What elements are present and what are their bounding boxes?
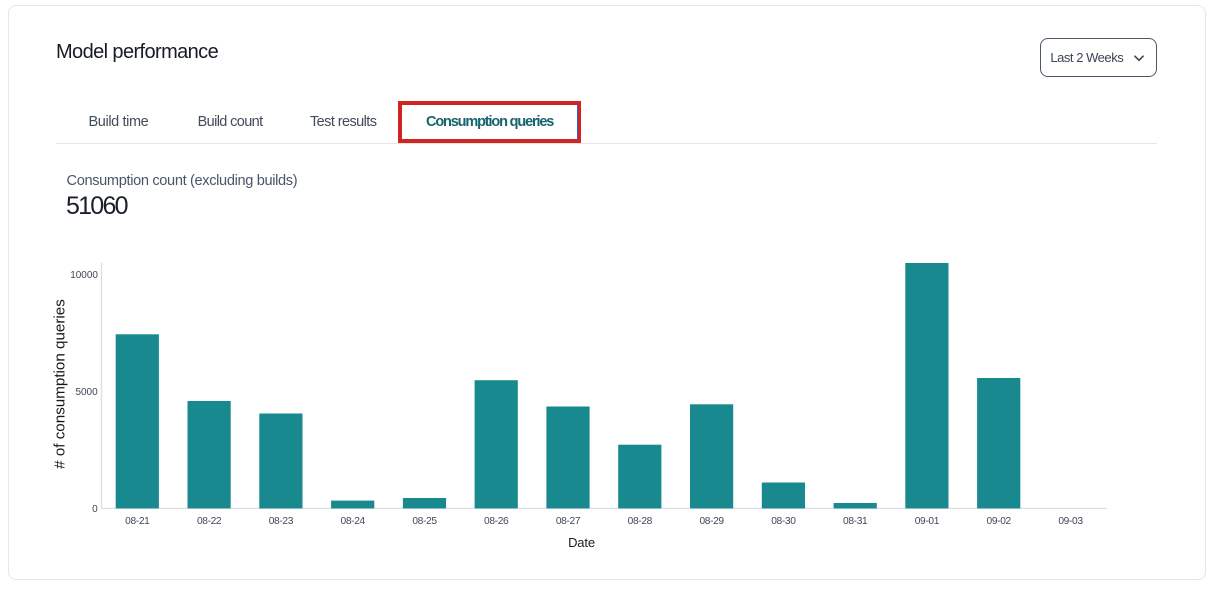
- svg-text:08-26: 08-26: [484, 516, 509, 527]
- svg-text:08-25: 08-25: [412, 516, 437, 527]
- svg-text:08-24: 08-24: [341, 516, 366, 527]
- svg-text:08-21: 08-21: [125, 516, 150, 527]
- svg-text:08-22: 08-22: [197, 516, 222, 527]
- svg-text:Date: Date: [568, 535, 595, 550]
- svg-text:08-30: 08-30: [771, 516, 796, 527]
- svg-text:09-03: 09-03: [1058, 516, 1083, 527]
- svg-text:08-29: 08-29: [699, 516, 724, 527]
- svg-text:08-31: 08-31: [843, 516, 868, 527]
- svg-text:09-01: 09-01: [915, 516, 940, 527]
- svg-text:# of consumption queries: # of consumption queries: [52, 299, 69, 469]
- svg-text:08-27: 08-27: [556, 516, 581, 527]
- svg-text:0: 0: [92, 504, 98, 515]
- svg-text:10000: 10000: [70, 270, 98, 281]
- svg-text:5000: 5000: [75, 387, 98, 398]
- svg-text:08-28: 08-28: [628, 516, 653, 527]
- svg-text:09-02: 09-02: [987, 516, 1012, 527]
- svg-text:08-23: 08-23: [269, 516, 294, 527]
